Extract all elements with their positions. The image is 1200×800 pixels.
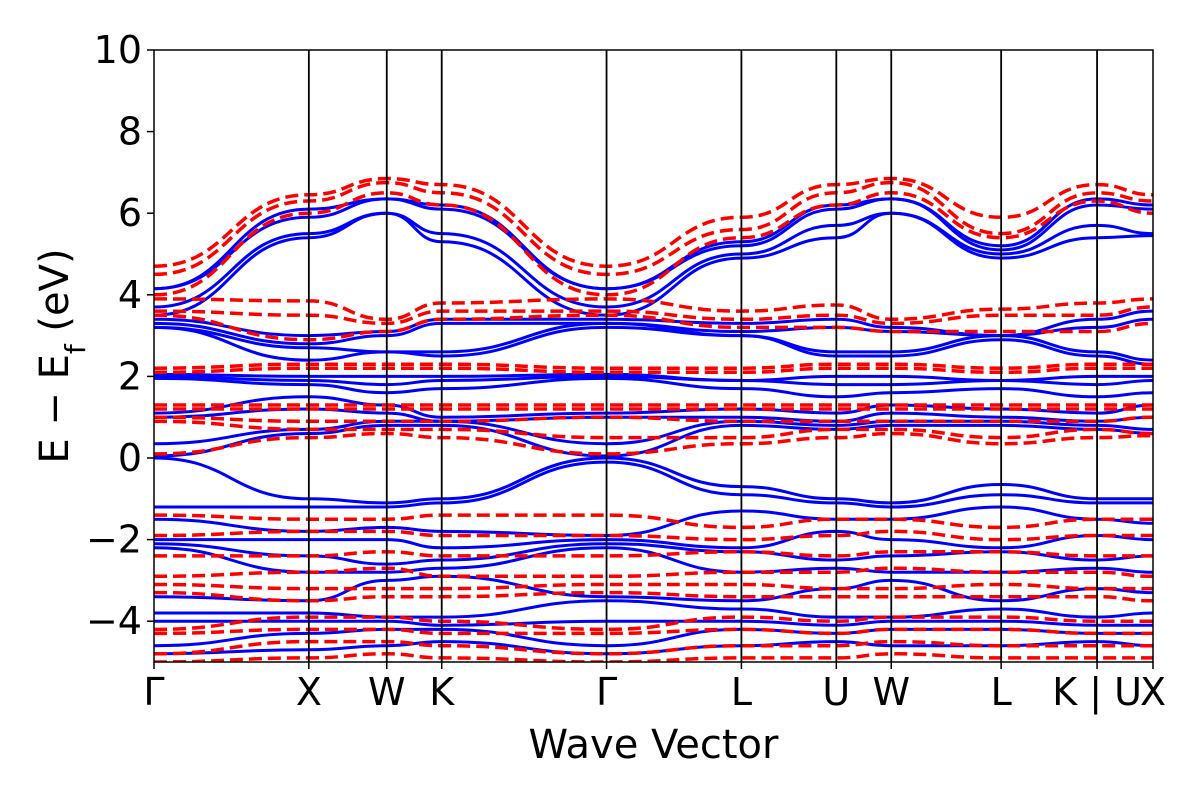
dashed-band-22 (154, 652, 1153, 662)
solid-band-9 (154, 374, 1153, 387)
solid-band-16 (154, 460, 1153, 509)
dashed-band-11 (154, 419, 1153, 440)
dashed-band-7 (154, 366, 1153, 375)
y-tick-label-1: −2 (86, 518, 142, 562)
x-axis-label: Wave Vector (529, 722, 780, 768)
solid-band-18 (154, 529, 1153, 550)
solid-band-24 (154, 627, 1153, 648)
dashed-band-6 (154, 362, 1153, 370)
solid-band-10 (154, 376, 1153, 399)
x-tick-label-9: K | U (1052, 670, 1142, 715)
x-tick-label-2: W (368, 670, 406, 714)
dashed-band-2 (154, 191, 1153, 297)
y-tick-label-0: −4 (86, 599, 142, 643)
dashed-band-19 (154, 615, 1153, 632)
solid-band-5 (154, 317, 1153, 346)
y-axis-ticks: −4 −2 0 2 4 6 8 10 (86, 28, 154, 643)
x-tick-label-4: Γ (596, 670, 617, 714)
dashed-band-5 (154, 313, 1153, 342)
dashed-band-3 (154, 297, 1153, 322)
plot-frame (153, 49, 1154, 663)
x-tick-label-10: X (1140, 670, 1166, 714)
x-tick-label-5: L (731, 670, 752, 714)
y-tick-label-7: 10 (94, 28, 142, 72)
y-tick-label-3: 2 (118, 354, 142, 398)
x-tick-label-1: X (296, 670, 322, 714)
y-tick-label-4: 4 (118, 273, 142, 317)
dashed-band-14 (154, 529, 1153, 542)
solid-band-15 (154, 456, 1153, 505)
x-tick-label-0: Γ (143, 670, 164, 714)
dashed-band-20 (154, 627, 1153, 636)
dashed-band-4 (154, 305, 1153, 326)
dashed-band-17 (154, 582, 1153, 591)
x-tick-label-6: U (822, 670, 850, 714)
dashed-band-1 (154, 180, 1153, 277)
dashed-band-18 (154, 590, 1153, 603)
dashed-band-15 (154, 550, 1153, 558)
y-tick-label-5: 6 (118, 191, 142, 235)
solid-band-2 (154, 211, 1153, 309)
x-tick-label-3: K (429, 670, 455, 714)
x-tick-label-8: L (991, 670, 1012, 714)
kpoint-divider-lines (307, 50, 1098, 662)
solid-band-17 (154, 505, 1153, 537)
solid-band-22 (154, 599, 1153, 619)
x-tick-label-7: W (872, 670, 910, 714)
plot-background (154, 50, 1153, 662)
solid-band-20 (154, 546, 1153, 574)
dashed-band-21 (154, 639, 1153, 656)
y-tick-label-2: 0 (118, 436, 142, 480)
solid-band-7 (154, 325, 1153, 366)
dashed-band-16 (154, 566, 1153, 579)
y-axis-label: E − Ef (eV) (32, 248, 92, 463)
dashed-band-10 (154, 415, 1153, 424)
dashed-band-12 (154, 431, 1153, 456)
dashed-band-13 (154, 513, 1153, 530)
dashed-band-0 (154, 176, 1153, 268)
y-tick-label-6: 8 (118, 110, 142, 154)
solid-band-23 (154, 619, 1153, 627)
